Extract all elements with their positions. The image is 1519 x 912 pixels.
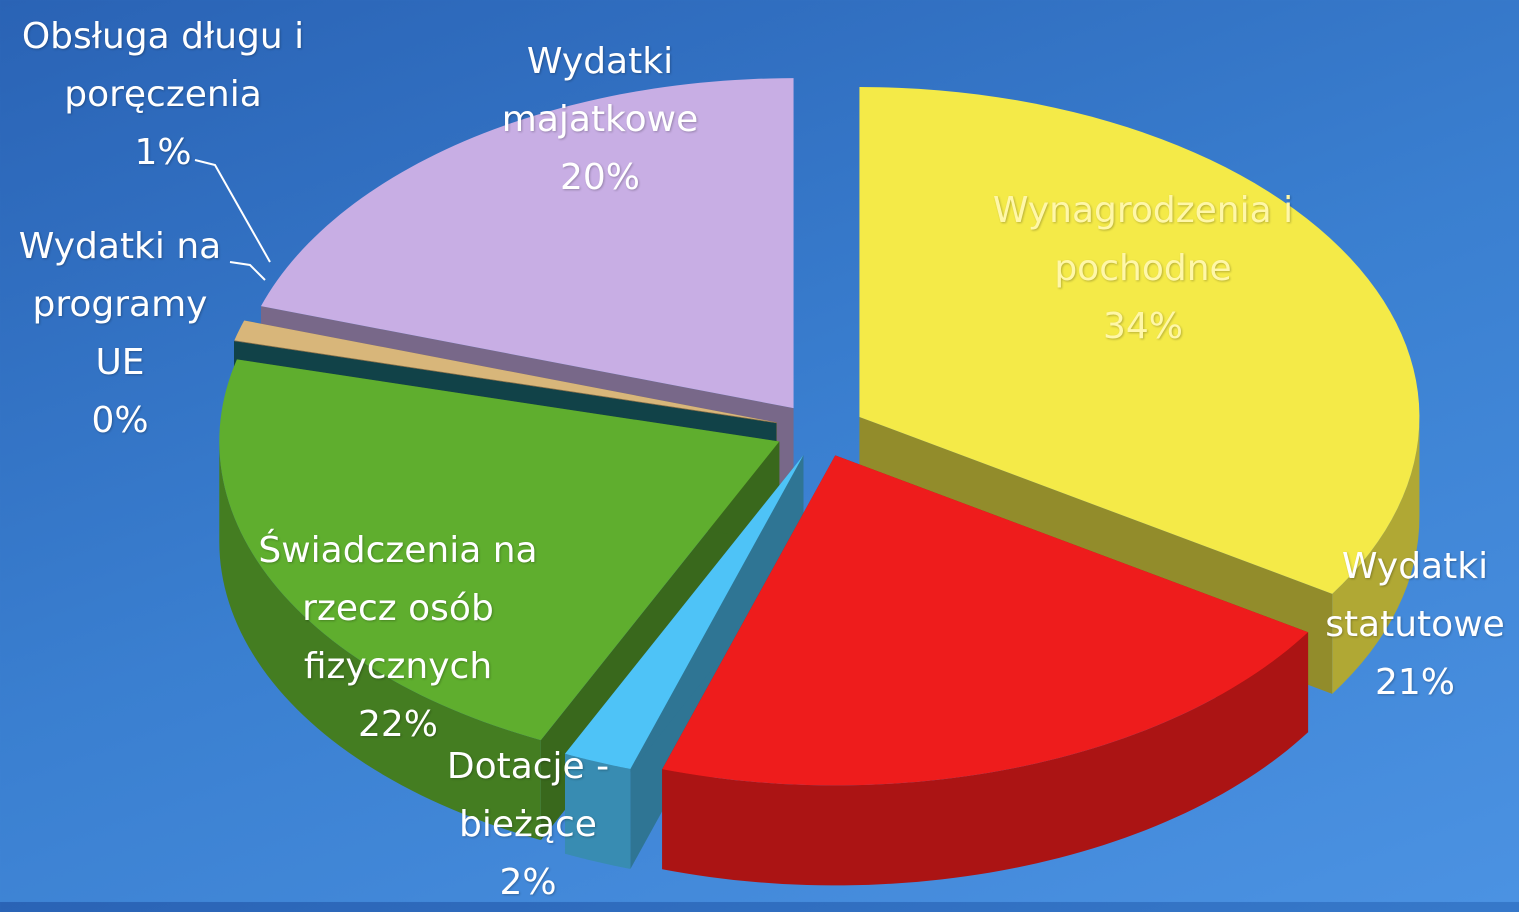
slice-top <box>219 359 780 741</box>
slice-label: Wynagrodzenia i pochodne 34% <box>953 182 1333 356</box>
slice-side <box>219 442 541 841</box>
slice-label: Obsługa długu i poręczenia 1% <box>3 8 323 182</box>
value-label: 1% <box>134 132 192 173</box>
slice-top <box>564 455 804 769</box>
category-label: Świadczenia na rzecz osób fizycznych <box>258 530 538 687</box>
category-label: Wydatki statutowe <box>1325 546 1505 645</box>
slice-label: Wydatki majatkowe 20% <box>470 33 730 207</box>
slice-top <box>260 78 794 409</box>
slice-label: Dotacje - bieżące 2% <box>418 738 638 912</box>
leader-line <box>194 159 271 263</box>
category-label: Dotacje - bieżące <box>446 746 610 845</box>
leader-line <box>229 261 266 281</box>
category-label: Wydatki na programy UE <box>18 226 222 383</box>
category-label: Obsługa długu i poręczenia <box>21 16 305 115</box>
slice-side <box>662 632 1309 886</box>
slice-side <box>564 753 631 869</box>
value-label: 21% <box>1374 662 1455 703</box>
slice-label: Wydatki na programy UE 0% <box>10 218 230 450</box>
slice-label: Świadczenia na rzecz osób fizycznych 22% <box>238 522 558 754</box>
category-label: Wydatki majatkowe <box>501 41 699 140</box>
slice-side <box>1332 415 1420 694</box>
value-label: 20% <box>559 157 640 198</box>
slice-label: Wydatki statutowe 21% <box>1305 538 1519 712</box>
slice-top <box>234 320 777 423</box>
value-label: 34% <box>1102 306 1183 347</box>
slice-top <box>662 455 1309 786</box>
slice <box>662 455 1309 886</box>
value-label: 0% <box>91 400 149 441</box>
category-label: Wynagrodzenia i pochodne <box>992 190 1294 289</box>
value-label: 2% <box>499 862 557 903</box>
value-label: 22% <box>357 704 438 745</box>
slice-top <box>859 86 1420 594</box>
